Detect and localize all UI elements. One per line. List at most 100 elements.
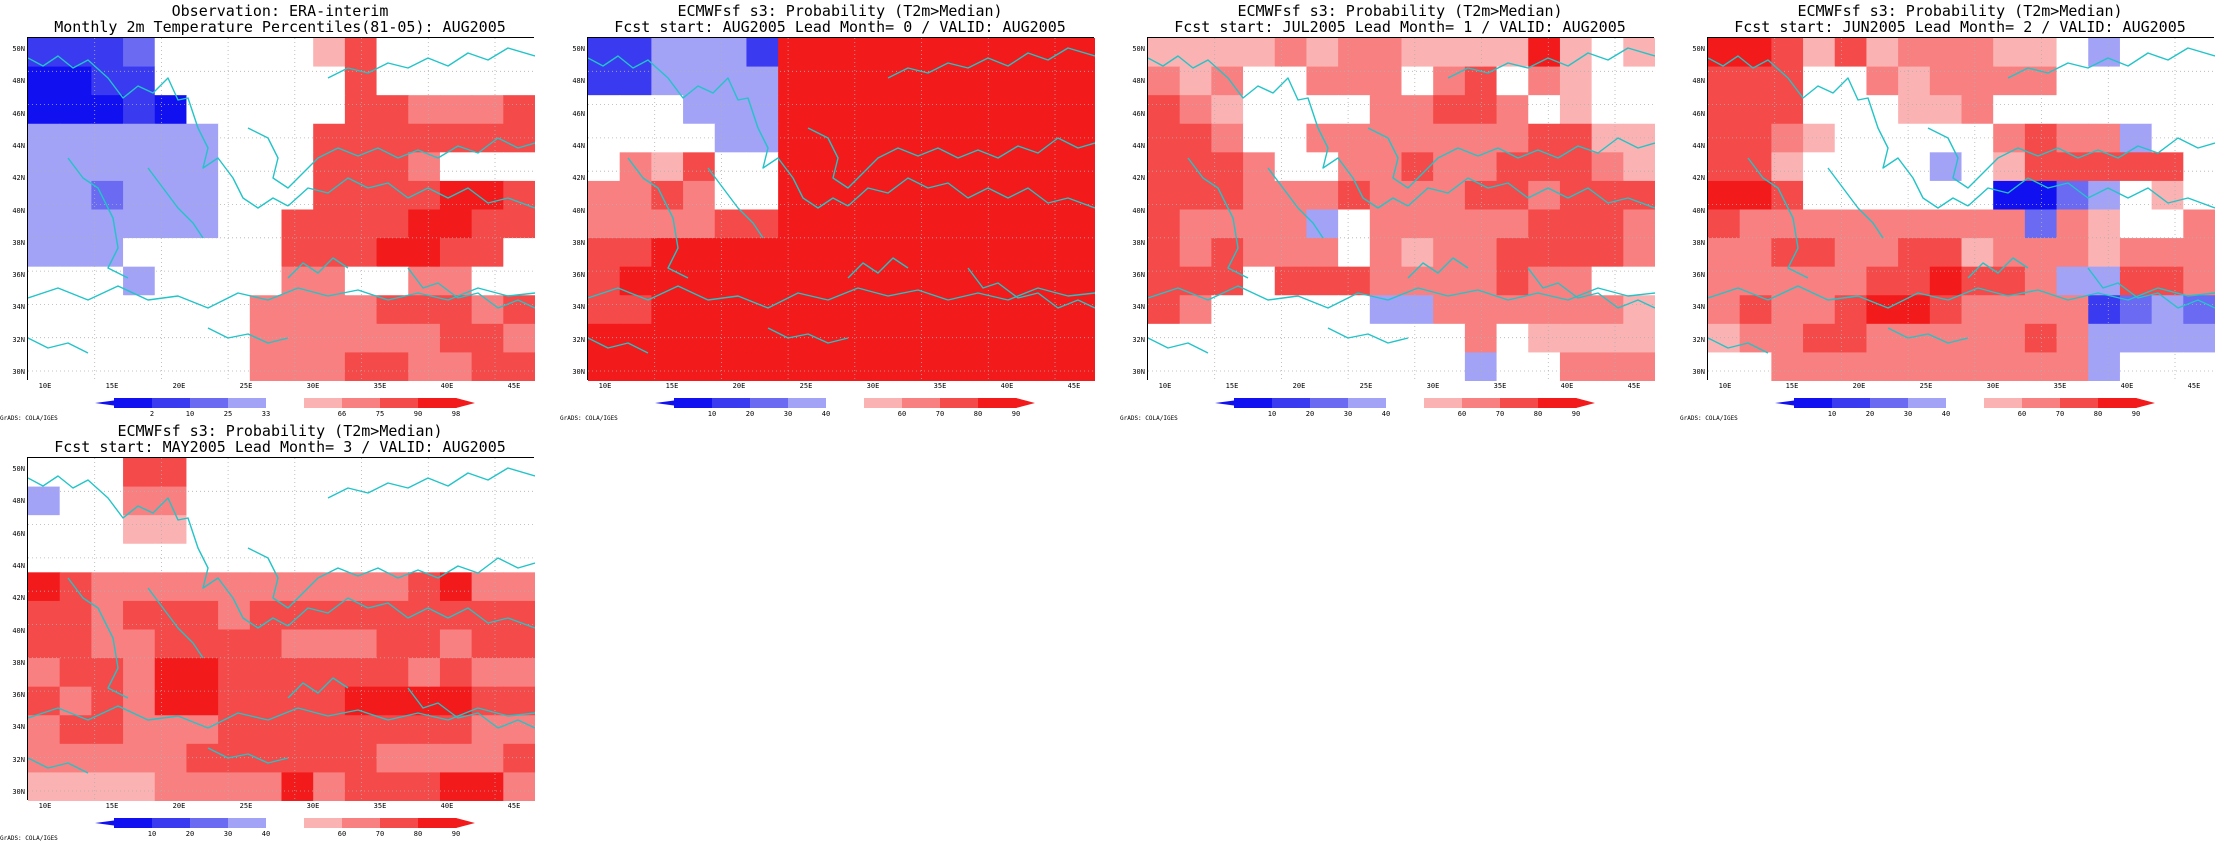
colorbar-tick-label: 90 [1571, 410, 1581, 418]
grid-cell [249, 66, 283, 96]
grid-cell [313, 38, 346, 68]
grid-cell [1993, 123, 2026, 153]
latitude-label: 36N [12, 691, 25, 700]
grid-cell [28, 629, 61, 659]
grid-cell [1496, 238, 1529, 268]
grid-cell [714, 352, 748, 381]
grid-cell [651, 180, 684, 211]
coastline [2007, 47, 2215, 79]
grid-cell [2119, 266, 2153, 296]
coastline [1148, 55, 1409, 209]
grid-cell [91, 772, 124, 801]
grid-cell [2151, 180, 2184, 211]
grid-cell [1433, 95, 1466, 125]
grid-cell [91, 572, 124, 602]
grid-cell [123, 543, 156, 573]
grid-cell [218, 743, 251, 774]
colorbar-segment [674, 398, 713, 408]
grid-cell [123, 352, 156, 381]
grid-cell [249, 458, 283, 488]
grid-cell [809, 238, 843, 268]
grid-cell [313, 180, 346, 211]
coastline [1708, 285, 2215, 309]
grid-cell [186, 715, 219, 745]
coastline [287, 597, 535, 629]
grid-cell [683, 38, 716, 68]
colorbar-tick-label: 30 [783, 410, 793, 418]
colorbar-tick-label: 80 [973, 410, 983, 418]
colorbar-tick-label: 90 [413, 410, 423, 418]
grid-cell [1591, 323, 1624, 354]
grid-cell [1771, 238, 1804, 268]
grid-cell [1623, 323, 1655, 354]
grid-cell [154, 323, 188, 354]
grid-cell [904, 95, 938, 125]
grid-cell [186, 743, 219, 774]
grid-cell [344, 629, 378, 659]
grid-cell [28, 600, 61, 631]
grid-cell [313, 323, 346, 354]
grid-cell [1591, 152, 1624, 182]
grid-cell [746, 323, 779, 354]
grid-cell [91, 95, 124, 125]
grid-cell [1739, 152, 1772, 182]
latitude-label: 40N [572, 206, 585, 215]
grid-cell [1528, 38, 1561, 68]
grid-cell [873, 38, 906, 68]
grid-cell [683, 209, 716, 239]
grid-cell [154, 95, 188, 125]
grid-cell [123, 123, 156, 153]
grads-credit: GrADS: COLA/IGES [560, 415, 618, 422]
grid-cell [471, 515, 504, 545]
grid-cell [471, 572, 504, 602]
map-panel-lead1: ECMWFsf s3: Probability (T2m>Median) Fcst… [1120, 0, 1680, 422]
grid-cell [2024, 152, 2058, 182]
coastline [327, 467, 535, 499]
colorbar-tick-label: 33 [261, 410, 271, 418]
grid-cell [619, 238, 652, 268]
grid-cell [249, 658, 283, 688]
grid-cell [841, 209, 874, 239]
colorbar-segment [190, 398, 229, 408]
grid-cell [218, 486, 251, 516]
latitude-label: 42N [572, 174, 585, 183]
grid-cell [408, 658, 441, 688]
grid-cell [503, 352, 535, 381]
grid-cell [1369, 66, 1403, 96]
coastline [1747, 157, 1809, 279]
coastline [588, 285, 1095, 309]
grid-cell [841, 295, 874, 325]
grid-cell [218, 238, 251, 268]
coastline [327, 47, 535, 79]
grid-cell [376, 323, 409, 354]
grid-cell [123, 686, 156, 716]
grid-cell [1243, 352, 1276, 381]
grid-cell [218, 295, 251, 325]
latitude-label: 38N [12, 658, 25, 667]
grid-cell [281, 543, 314, 573]
grid-cell [683, 180, 716, 211]
grid-cell [809, 266, 843, 296]
grid-cell [186, 295, 219, 325]
grid-cell [809, 38, 843, 68]
grid-cell [1496, 95, 1529, 125]
grid-cell [1211, 238, 1244, 268]
colorbar-segment [826, 398, 865, 408]
grid-cell [1929, 323, 1963, 354]
grid-cell [186, 352, 219, 381]
grid-cell [91, 658, 124, 688]
coastline [207, 327, 289, 344]
grid-cell [218, 209, 251, 239]
grid-cell [778, 66, 811, 96]
grid-cell [1708, 295, 1741, 325]
grid-cell [1623, 295, 1655, 325]
colorbar-segment [418, 818, 457, 828]
grid-cell [1179, 323, 1212, 354]
longitude-label: 30E [306, 802, 320, 810]
grid-cell [619, 152, 652, 182]
grid-cell [2056, 123, 2089, 153]
grid-cell [1866, 295, 1899, 325]
grid-cell [1771, 95, 1804, 125]
coastline [287, 177, 535, 209]
grid-cell [1803, 38, 1836, 68]
